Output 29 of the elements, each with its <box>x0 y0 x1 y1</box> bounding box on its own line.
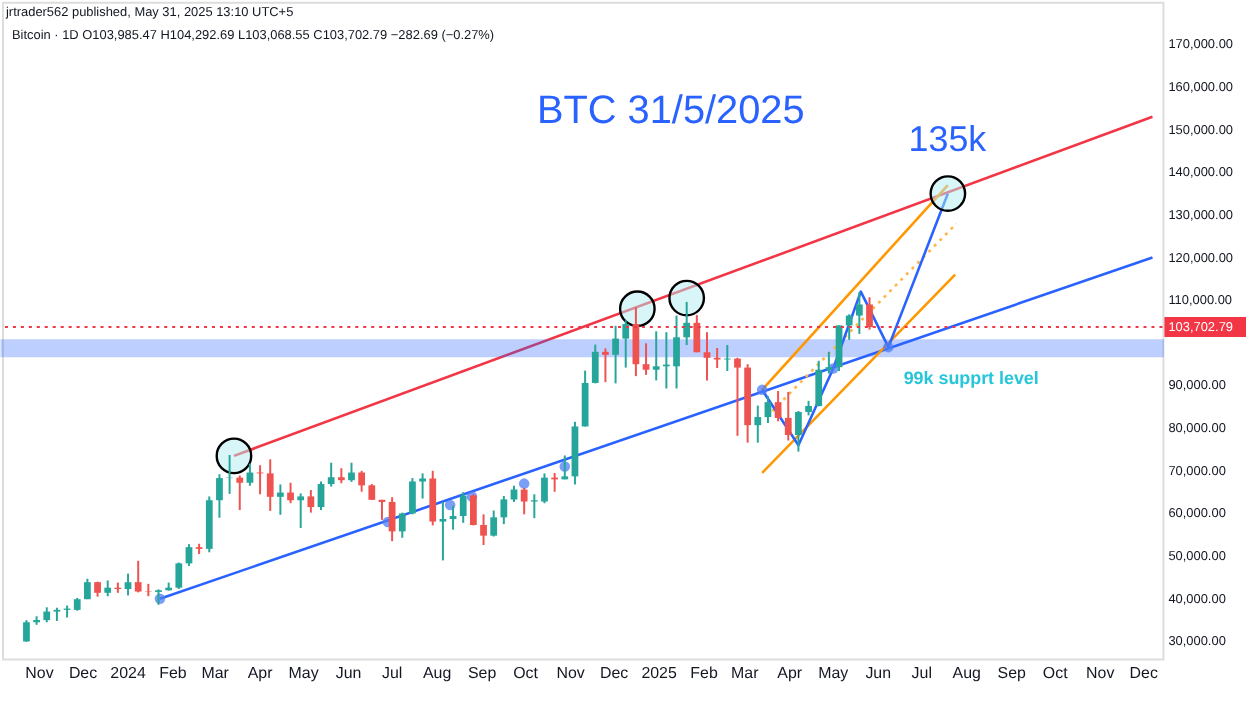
x-tick-label: Oct <box>1042 664 1070 683</box>
x-tick-label: 2024 <box>110 664 147 683</box>
x-tick-label: Jun <box>865 664 892 683</box>
x-tick-label: Apr <box>247 664 274 683</box>
x-tick-label: Dec <box>68 664 98 683</box>
x-tick-label: Sep <box>467 664 498 683</box>
x-tick-label: Jul <box>911 664 933 683</box>
x-tick-label: Sep <box>997 664 1028 683</box>
x-tick-label: Nov <box>556 664 585 683</box>
x-tick-label: 2025 <box>641 664 678 683</box>
annotation: 135k <box>908 118 987 159</box>
x-tick-label: Feb <box>159 664 188 683</box>
x-tick-label: May <box>288 664 319 683</box>
x-tick-label: Dec <box>599 664 629 683</box>
x-tick-label: Nov <box>1086 664 1115 683</box>
x-tick-label: Dec <box>1129 664 1158 683</box>
x-tick-label: Aug <box>422 664 452 683</box>
x-tick-label: Mar <box>201 664 230 683</box>
annotation: 99k supprt level <box>903 367 1039 388</box>
x-tick-label: Jun <box>335 664 362 683</box>
x-tick-label: Jul <box>381 664 403 683</box>
text: BTC 31/5/2025 <box>536 89 805 134</box>
x-tick-label: Apr <box>777 664 803 683</box>
x-tick-label: Nov <box>25 664 54 683</box>
x-tick-label: Oct <box>513 664 540 683</box>
x-tick-label: May <box>818 664 849 683</box>
x-tick-label: Feb <box>690 664 719 683</box>
x-tick-label: Mar <box>731 664 760 683</box>
x-tick-label: Aug <box>952 664 981 683</box>
